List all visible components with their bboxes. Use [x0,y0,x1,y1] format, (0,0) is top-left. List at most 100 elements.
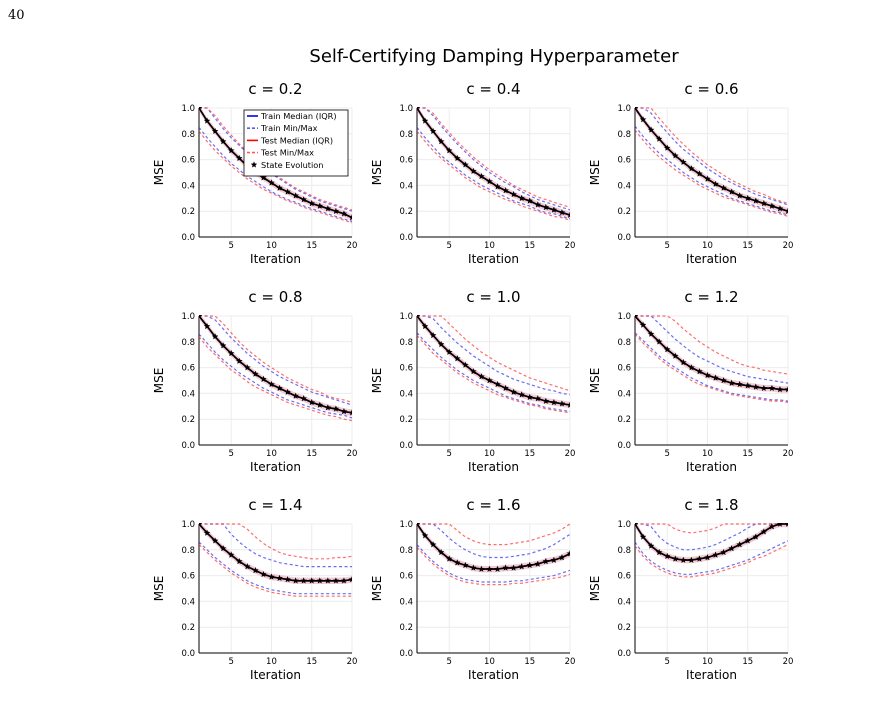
state-evolution-point [470,167,477,174]
train-minmax-line [199,541,352,595]
state-evolution-point [518,391,525,398]
state-evolution-point [704,554,711,561]
state-evolution-point [276,384,283,391]
x-tick-label: 15 [306,449,317,459]
y-tick-label: 0.2 [399,623,413,633]
state-evolution-point [462,561,469,569]
x-tick-label: 5 [664,241,669,251]
state-evolution-point [324,577,332,584]
state-evolution-point [284,188,291,195]
panel-title: c = 0.8 [248,288,302,306]
y-tick-label: 0.0 [617,233,631,243]
state-evolution-point [672,152,679,159]
state-evolution-point [462,361,469,368]
state-evolution-point [776,386,784,393]
x-tick-label: 5 [228,449,233,459]
state-evolution-point [639,321,647,328]
legend-label: State Evolution [261,160,323,170]
state-evolution-point [518,194,525,202]
chart-panel-9: 0.0 0.2 0.4 0.6 0.8 1.0 5 10 15 20 c = 1.8 Iteratio… [588,496,793,682]
y-tick-label: 0.4 [617,389,631,399]
test-median-line [417,315,570,406]
legend-label: Test Min/Max [260,148,314,158]
y-axis-label: MSE [370,368,384,394]
y-tick-label: 0.8 [399,338,413,348]
x-tick-label: 20 [347,449,358,459]
cropped-text-line [0,706,874,727]
state-evolution-point [760,528,768,535]
test-minmax-line [199,523,352,560]
y-tick-label: 1.0 [617,520,631,530]
state-evolution-point [635,315,639,319]
state-evolution-point [260,570,267,578]
state-evolution-point [486,377,493,384]
x-tick-label: 20 [783,241,794,251]
state-evolution-point [704,371,711,379]
data-layer [199,107,352,224]
state-evolution-point [542,203,550,211]
state-evolution-point [219,545,227,552]
state-evolution-point [316,577,324,584]
state-evolution-point [534,560,542,567]
state-evolution-point [736,192,743,199]
state-evolution-point [478,373,485,380]
state-evolution-point [752,533,760,540]
page-number: 40 [8,8,25,23]
state-evolution-point [470,564,477,571]
y-axis-label: MSE [152,160,166,186]
state-evolution-point [316,202,324,209]
state-evolution-point [550,399,558,406]
state-evolution-point [308,399,315,406]
panel-title: c = 0.6 [684,80,738,98]
state-evolution-point [760,200,768,207]
x-axis-label: Iteration [250,668,301,682]
legend-box [243,109,349,177]
legend-label: Test Median (IQR) [260,135,333,145]
state-evolution-point [542,397,550,404]
state-evolution-point [558,209,566,216]
state-evolution-point [445,348,453,355]
state-evolution-point [199,523,203,527]
state-evolution-point [445,555,453,562]
train-minmax-line [417,315,570,396]
x-tick-label: 20 [783,657,794,667]
y-tick-label: 0.6 [617,156,631,166]
y-tick-label: 0.2 [181,415,195,425]
train-minmax-line [635,315,788,384]
chart-panel-7: 0.0 0.2 0.4 0.6 0.8 1.0 5 10 15 20 c = 1.4 Iteratio… [152,496,357,682]
figure-title: Self-Certifying Damping Hyperparameter [309,46,679,67]
state-evolution-point [445,147,453,154]
state-evolution-point [332,405,340,412]
state-evolution-point [647,542,655,549]
y-tick-label: 0.8 [617,338,631,348]
y-tick-label: 1.0 [181,312,195,322]
x-axis-label: Iteration [468,252,519,266]
state-evolution-point [776,205,784,212]
state-evolution-point [308,200,315,207]
state-evolution-point [219,138,227,145]
state-evolution-point [635,107,639,111]
state-evolution-point [454,154,461,162]
state-evolution-point [510,191,517,198]
x-tick-label: 10 [702,449,713,459]
y-tick-label: 0.8 [399,546,413,556]
state-evolution-point [417,315,421,319]
data-layer [635,523,788,578]
state-evolution-point [728,545,735,552]
y-tick-label: 0.0 [399,441,413,451]
state-evolution-point [655,135,663,142]
state-evolution-point [486,178,493,185]
state-evolution-point [292,392,299,399]
state-evolution-point [252,370,259,377]
state-evolution-point [728,379,735,386]
y-tick-label: 0.0 [181,233,195,243]
train-minmax-line [417,127,570,220]
state-evolution-point [510,388,517,395]
y-axis-label: MSE [588,160,602,186]
state-evolution-point [728,188,735,195]
state-evolution-point [720,184,727,191]
state-evolution-point [421,322,429,330]
state-evolution-point [663,552,671,559]
y-tick-label: 0.2 [617,207,631,217]
state-evolution-point [744,537,751,544]
